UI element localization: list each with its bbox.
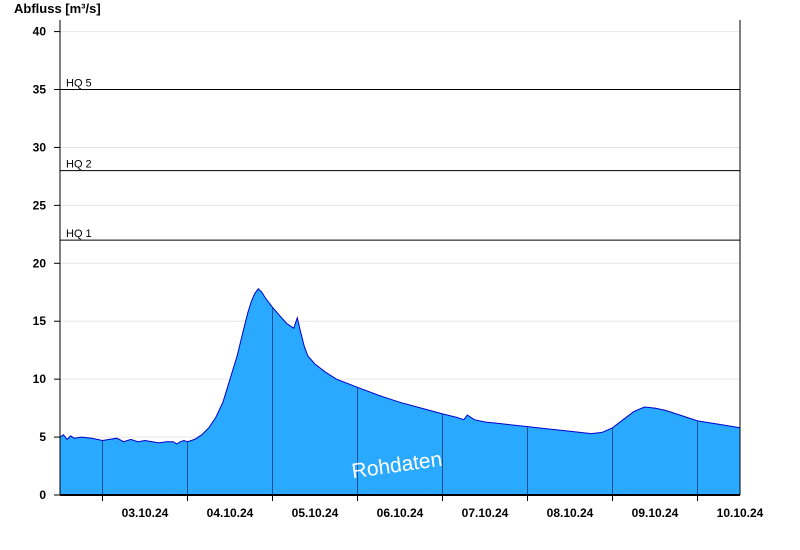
y-tick-label: 5 <box>39 430 46 444</box>
x-tick-label: 08.10.24 <box>547 506 594 520</box>
y-tick-label: 15 <box>33 314 47 328</box>
threshold-label: HQ 5 <box>66 78 92 90</box>
x-tick-label: 05.10.24 <box>292 506 339 520</box>
x-tick-label: 07.10.24 <box>462 506 509 520</box>
x-tick-label: 10.10.24 <box>717 506 764 520</box>
discharge-area <box>60 288 740 495</box>
day-separators <box>102 307 698 495</box>
y-tick-label: 10 <box>33 372 47 386</box>
x-tick-label: 03.10.24 <box>122 506 169 520</box>
x-tick-label: 04.10.24 <box>207 506 254 520</box>
grid <box>60 31 740 438</box>
y-tick-label: 0 <box>39 488 46 502</box>
threshold-label: HQ 2 <box>66 159 92 171</box>
y-tick-label: 20 <box>33 256 47 270</box>
y-tick-label: 25 <box>33 198 47 212</box>
discharge-line <box>59 288 741 445</box>
x-tick-label: 06.10.24 <box>377 506 424 520</box>
threshold-lines: HQ 1 HQ 2 HQ 5 <box>60 78 740 241</box>
x-tick-label: 09.10.24 <box>632 506 679 520</box>
y-tick-label: 35 <box>33 83 47 97</box>
y-tick-label: 40 <box>33 25 47 39</box>
y-tick-label: 30 <box>33 140 47 154</box>
threshold-label: HQ 1 <box>66 228 92 240</box>
axes: 0 5 10 15 20 25 30 35 40 03.10.24 04.10.24 05.10.24… <box>33 20 764 520</box>
y-axis-label: Abfluss [m³/s] <box>14 1 101 16</box>
